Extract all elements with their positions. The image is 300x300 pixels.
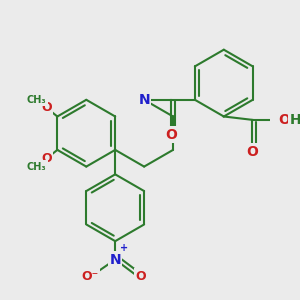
Text: CH₃: CH₃ — [27, 162, 46, 172]
Text: O: O — [41, 152, 52, 165]
Text: N: N — [138, 93, 150, 107]
Text: O⁻: O⁻ — [82, 270, 99, 283]
Text: +: + — [120, 243, 128, 253]
Text: O: O — [246, 145, 258, 159]
Text: CH₃: CH₃ — [27, 95, 46, 105]
Text: N: N — [110, 253, 121, 266]
Text: O: O — [135, 270, 146, 283]
Text: O: O — [278, 113, 290, 127]
Text: O: O — [165, 128, 177, 142]
Text: O: O — [41, 101, 52, 114]
Text: H: H — [290, 113, 300, 127]
